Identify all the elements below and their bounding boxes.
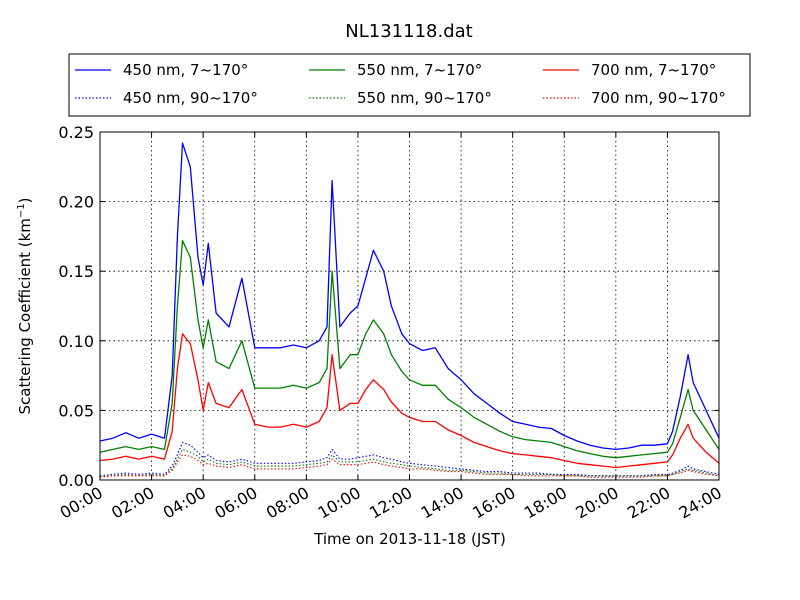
legend-label: 550 nm, 7~170° [357, 61, 482, 79]
y-tick-label: 0.05 [58, 401, 94, 420]
y-tick-label: 0.25 [58, 123, 94, 142]
y-axis-ticks: 0.00 0.05 0.10 0.15 0.20 0.25 [58, 123, 719, 490]
series-line [99, 239, 720, 459]
y-tick-label: 0.15 [58, 262, 94, 281]
x-axis-label: Time on 2013-11-18 (JST) [313, 530, 506, 548]
y-axis-label-close: ) [16, 197, 34, 203]
series-line [100, 448, 720, 477]
y-tick-label: 0.20 [58, 193, 94, 212]
legend-box [68, 53, 751, 117]
y-tick-label: 0.00 [58, 471, 94, 490]
series-line [99, 454, 720, 478]
legend-label: 700 nm, 90~170° [591, 89, 726, 107]
series-line [99, 333, 720, 469]
legend-items: 450 nm, 7~170° 550 nm, 7~170° 700 nm, 7~17… [75, 61, 726, 107]
chart-title: NL131118.dat [345, 21, 472, 42]
y-axis-label-main: Scattering Coefficient (km [16, 218, 34, 414]
legend-label: 550 nm, 90~170° [357, 89, 492, 107]
legend-label: 450 nm, 7~170° [123, 61, 248, 79]
legend-label: 450 nm, 90~170° [123, 89, 258, 107]
y-axis-label-superscript: −1 [16, 203, 27, 218]
y-tick-label: 0.10 [58, 332, 94, 351]
y-axis-label: Scattering Coefficient (km−1) [16, 197, 34, 414]
legend: 450 nm, 7~170° 550 nm, 7~170° 700 nm, 7~17… [68, 53, 751, 117]
legend-label: 700 nm, 7~170° [591, 61, 716, 79]
series-layer [99, 142, 720, 478]
series-line [99, 142, 720, 451]
